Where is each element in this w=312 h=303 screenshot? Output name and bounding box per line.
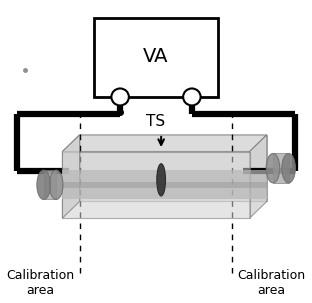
Text: Calibration
area: Calibration area: [237, 269, 305, 297]
Polygon shape: [62, 182, 267, 188]
Polygon shape: [62, 152, 250, 218]
Polygon shape: [44, 170, 56, 199]
Text: Calibration
area: Calibration area: [7, 269, 75, 297]
Ellipse shape: [49, 170, 63, 199]
Polygon shape: [273, 154, 289, 183]
Polygon shape: [80, 135, 267, 201]
Polygon shape: [62, 135, 267, 152]
Text: VA: VA: [143, 47, 169, 65]
Ellipse shape: [266, 154, 280, 183]
Bar: [94, 18, 218, 97]
Ellipse shape: [157, 164, 165, 196]
Circle shape: [111, 88, 129, 105]
Polygon shape: [62, 195, 267, 199]
Circle shape: [183, 88, 201, 105]
Ellipse shape: [37, 170, 51, 199]
Polygon shape: [62, 135, 80, 218]
Ellipse shape: [282, 154, 295, 183]
Polygon shape: [250, 135, 267, 218]
Text: TS: TS: [146, 114, 166, 129]
Polygon shape: [62, 170, 267, 199]
